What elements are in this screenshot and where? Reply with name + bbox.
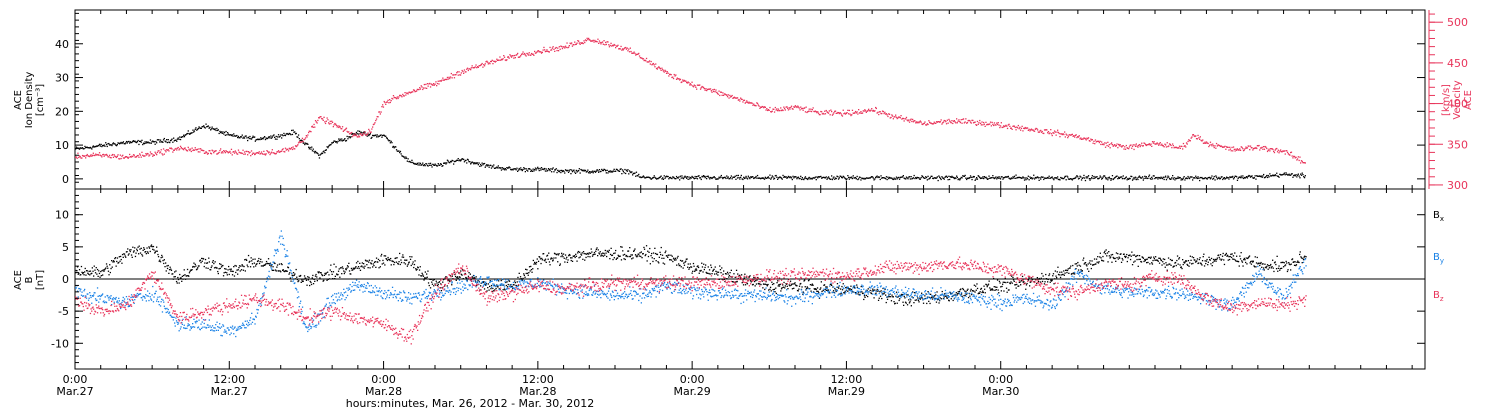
legend-sub: y <box>1440 257 1444 265</box>
b-tick-label: 10 <box>55 209 69 222</box>
density-tick-label: 10 <box>55 139 69 152</box>
density-axis-title-line: [cm⁻³] <box>35 84 46 116</box>
legend-b_z: Bz <box>1433 290 1444 303</box>
density-tick-label: 20 <box>55 105 69 118</box>
b-tick-label: -10 <box>51 337 69 350</box>
b-axis-title-line: [nT] <box>35 270 46 290</box>
velocity-axis-title-line: Velocity <box>1452 80 1463 119</box>
velocity-tick-label: 350 <box>1447 138 1468 151</box>
velocity-axis-title-line: [km/s] <box>1441 84 1452 116</box>
velocity-axis-title-line: ACE <box>1463 90 1474 110</box>
b-tick-label: 5 <box>62 241 69 254</box>
velocity-tick-label: 500 <box>1447 16 1468 29</box>
b-axis-title-line: ACE <box>13 270 24 290</box>
velocity-tick-label: 450 <box>1447 57 1468 70</box>
b-axis-title-line: B <box>24 276 35 283</box>
top-panel-frame <box>75 10 1425 189</box>
x-tick-date: Mar.29 <box>674 385 711 398</box>
x-tick-date: Mar.29 <box>828 385 865 398</box>
velocity-tick-label: 300 <box>1447 179 1468 192</box>
legend-b_x: Bx <box>1433 210 1444 223</box>
density-tick-label: 0 <box>62 173 69 186</box>
density-tick-label: 30 <box>55 72 69 85</box>
velocity-points <box>75 38 1306 164</box>
x-tick-date: Mar.27 <box>211 385 248 398</box>
legend-sub: x <box>1440 215 1444 223</box>
density-tick-label: 40 <box>55 38 69 51</box>
legend-sub: z <box>1440 295 1444 303</box>
x-axis-title: hours:minutes, Mar. 26, 2012 - Mar. 30, … <box>346 397 595 410</box>
density-axis-title-line: ACE <box>13 90 24 110</box>
x-tick-date: Mar.27 <box>56 385 93 398</box>
b-tick-label: 0 <box>62 273 69 286</box>
legend-b_y: By <box>1433 252 1444 265</box>
b_z-points <box>75 257 1307 345</box>
density-axis-title-line: Ion Density <box>24 72 35 129</box>
x-tick-date: Mar.30 <box>982 385 1019 398</box>
b-tick-label: -5 <box>58 305 69 318</box>
